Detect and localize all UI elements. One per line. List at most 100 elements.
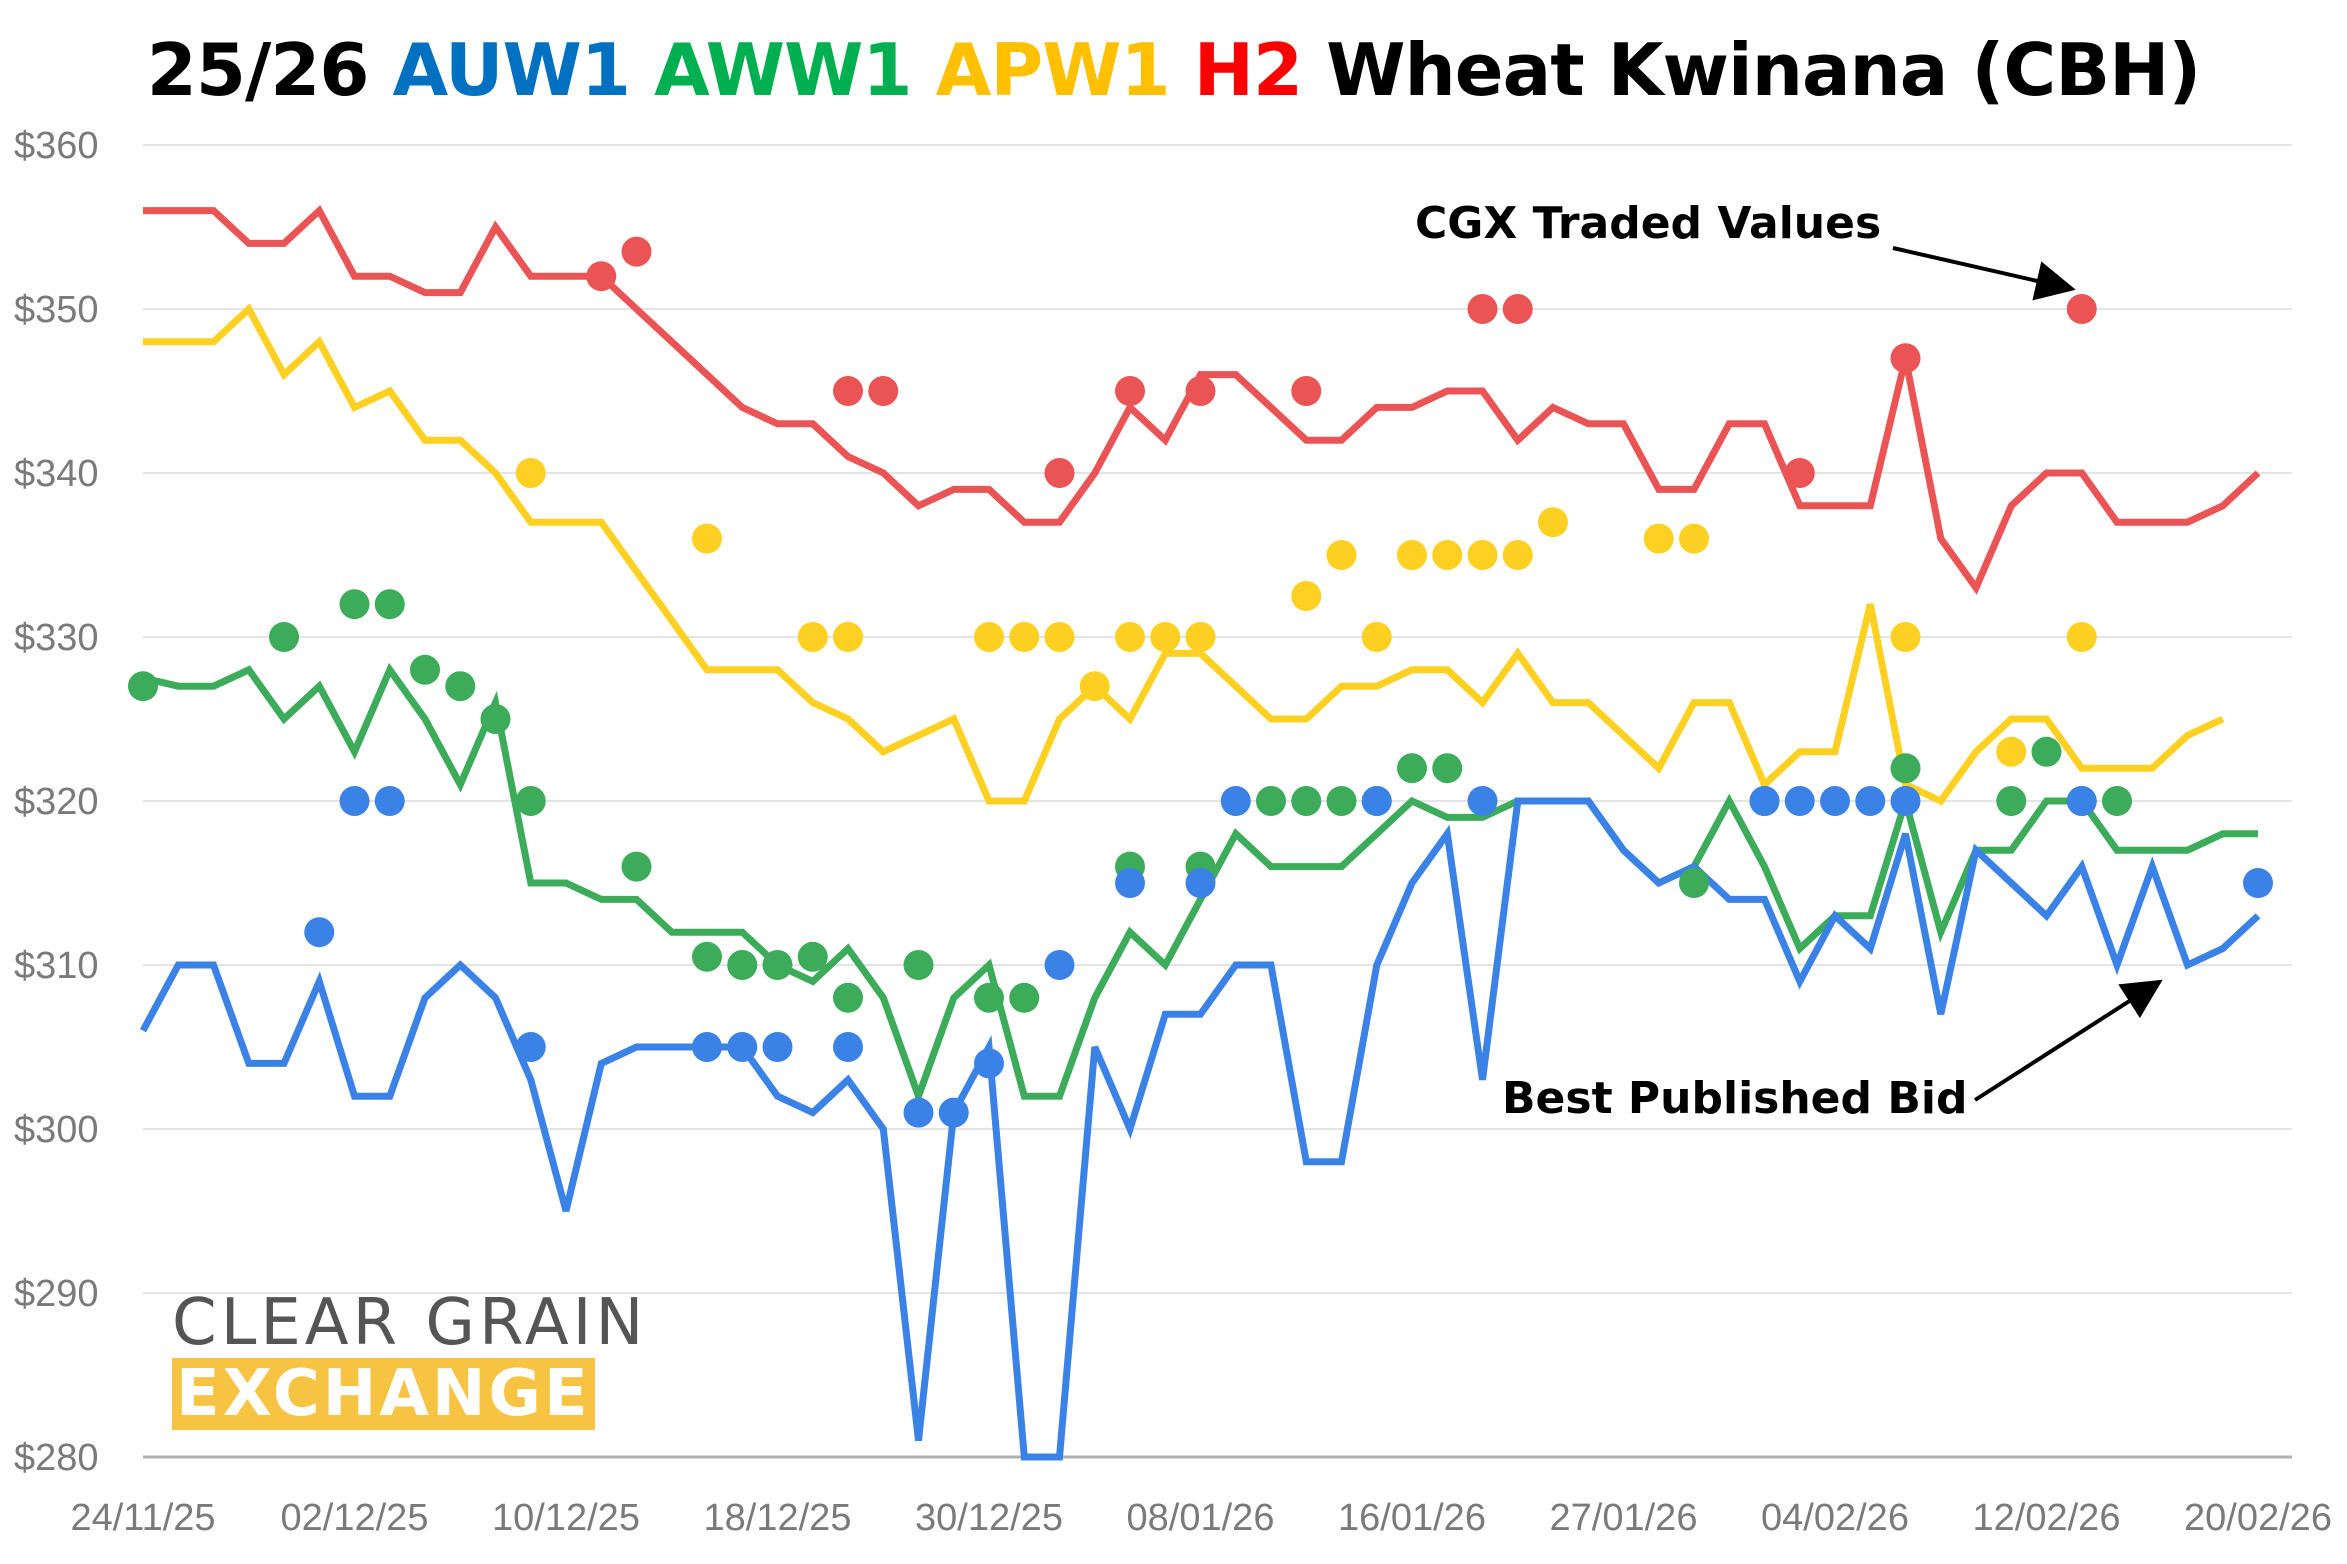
traded-point-auw1 [1467, 786, 1498, 816]
traded-point-aww1 [974, 982, 1004, 1013]
traded-point-auw1 [1820, 786, 1850, 816]
traded-point-apw1 [1079, 671, 1110, 702]
traded-point-auw1 [2243, 868, 2273, 898]
traded-point-auw1 [1855, 786, 1886, 816]
traded-point-h2 [1185, 376, 1216, 406]
x-tick-label: 10/12/25 [492, 1497, 640, 1539]
x-tick-label: 27/01/26 [1550, 1497, 1698, 1539]
annotation-bid-arrow [1973, 979, 2163, 1102]
y-tick-label: $310 [14, 945, 99, 987]
traded-point-aww1 [1326, 786, 1357, 816]
traded-point-auw1 [727, 1032, 758, 1062]
traded-point-auw1 [515, 1032, 546, 1062]
traded-point-aww1 [1996, 786, 2027, 816]
traded-point-apw1 [1643, 523, 1674, 554]
traded-point-aww1 [1009, 982, 1040, 1013]
traded-point-auw1 [304, 917, 335, 948]
traded-point-auw1 [1890, 786, 1921, 816]
title-prefix: 25/26 [146, 28, 370, 112]
traded-point-h2 [1044, 458, 1075, 488]
traded-point-apw1 [1115, 622, 1145, 652]
x-tick-label: 24/11/25 [70, 1497, 215, 1539]
traded-point-apw1 [1009, 622, 1040, 652]
traded-point-apw1 [1185, 622, 1216, 652]
x-tick-label: 02/12/25 [281, 1497, 429, 1539]
traded-point-aww1 [692, 941, 722, 972]
traded-point-auw1 [903, 1097, 934, 1128]
y-tick-label: $360 [14, 125, 99, 167]
logo-line2: EXCHANGE [172, 1358, 595, 1430]
traded-point-aww1 [1432, 753, 1463, 784]
logo-line1: CLEAR GRAIN [172, 1286, 648, 1360]
traded-point-auw1 [938, 1097, 969, 1128]
traded-point-apw1 [1502, 540, 1533, 570]
traded-point-apw1 [2066, 622, 2097, 652]
traded-point-aww1 [515, 786, 546, 816]
y-tick-label: $290 [14, 1273, 99, 1315]
x-tick-label: 12/02/26 [1973, 1497, 2121, 1539]
annotation-traded-values: CGX Traded Values [1415, 198, 1881, 249]
traded-point-h2 [1890, 343, 1921, 374]
y-tick-label: $340 [14, 453, 99, 495]
traded-point-apw1 [1538, 507, 1568, 538]
traded-point-auw1 [1044, 950, 1075, 980]
traded-point-auw1 [692, 1032, 722, 1062]
traded-point-apw1 [1890, 622, 1921, 652]
traded-point-auw1 [762, 1032, 793, 1062]
traded-point-h2 [1502, 294, 1533, 324]
traded-point-apw1 [1291, 581, 1322, 611]
y-tick-label: $280 [14, 1437, 99, 1479]
traded-point-apw1 [974, 622, 1004, 652]
traded-point-aww1 [269, 622, 299, 652]
traded-point-h2 [586, 261, 617, 292]
traded-point-apw1 [1326, 540, 1357, 570]
traded-point-apw1 [1996, 736, 2027, 767]
traded-point-aww1 [2102, 786, 2132, 816]
traded-point-aww1 [128, 671, 158, 702]
traded-point-apw1 [1361, 622, 1392, 652]
traded-point-aww1 [445, 671, 476, 702]
traded-point-aww1 [833, 982, 863, 1013]
traded-point-apw1 [515, 458, 546, 488]
traded-point-aww1 [410, 654, 440, 685]
traded-point-apw1 [833, 622, 863, 652]
annotation-traded-arrow [1892, 246, 2076, 301]
y-tick-label: $330 [14, 617, 99, 659]
traded-point-h2 [1467, 294, 1498, 324]
series-line-apw1 [143, 303, 2225, 806]
traded-point-h2 [868, 376, 899, 406]
y-tick-label: $320 [14, 781, 99, 823]
traded-point-apw1 [1044, 622, 1075, 652]
traded-point-h2 [621, 236, 652, 267]
traded-point-h2 [1115, 376, 1145, 406]
x-tick-label: 18/12/25 [704, 1497, 852, 1539]
traded-point-apw1 [1432, 540, 1463, 570]
traded-point-auw1 [1784, 786, 1815, 816]
traded-point-auw1 [339, 786, 370, 816]
x-tick-label: 30/12/25 [915, 1497, 1063, 1539]
traded-point-apw1 [1397, 540, 1427, 570]
title-h2: H2 [1193, 28, 1303, 112]
traded-point-h2 [1291, 376, 1322, 406]
traded-point-auw1 [1220, 786, 1251, 816]
y-tick-label: $350 [14, 289, 99, 331]
series-line-auw1 [139, 797, 2261, 1461]
traded-point-auw1 [1185, 868, 1216, 898]
traded-point-aww1 [1291, 786, 1322, 816]
traded-point-auw1 [2066, 786, 2097, 816]
title-auw: AUW1 [392, 28, 631, 112]
title-suffix: Wheat Kwinana (CBH) [1326, 28, 2201, 112]
clear-grain-exchange-logo: CLEAR GRAIN EXCHANGE [172, 1288, 672, 1430]
traded-point-h2 [1784, 458, 1815, 488]
traded-point-aww1 [797, 941, 828, 972]
traded-point-h2 [833, 376, 863, 406]
traded-point-auw1 [1749, 786, 1780, 816]
x-tick-label: 16/01/26 [1338, 1497, 1486, 1539]
traded-point-apw1 [1679, 523, 1709, 554]
traded-point-aww1 [1679, 868, 1709, 898]
title-apw: APW1 [935, 28, 1171, 112]
annotation-best-bid: Best Published Bid [1502, 1073, 1967, 1124]
traded-point-aww1 [480, 704, 511, 734]
traded-point-aww1 [903, 950, 934, 980]
